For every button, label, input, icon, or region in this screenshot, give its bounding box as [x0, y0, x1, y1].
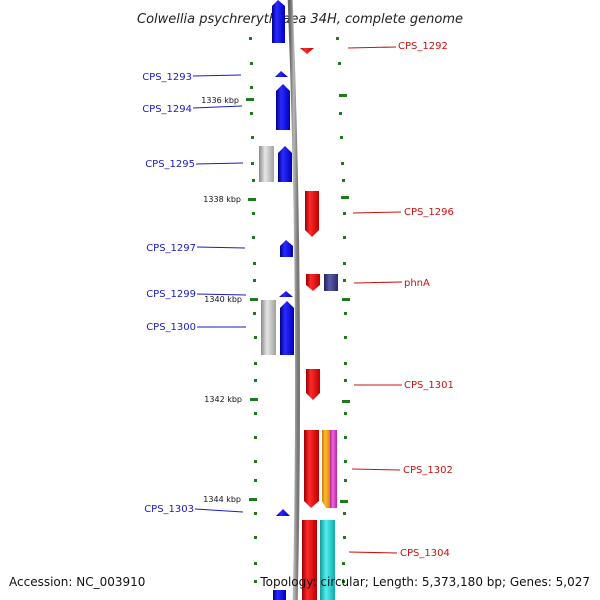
- gene-arrow-CPS_1303[interactable]: [276, 509, 290, 516]
- left-tick-marks: [249, 37, 257, 583]
- gene-arrow-top-forward[interactable]: [272, 0, 285, 43]
- label-CPS_1299[interactable]: CPS_1299: [146, 289, 196, 300]
- accession-text: Accession: NC_003910: [9, 575, 145, 589]
- label-CPS_1293[interactable]: CPS_1293: [142, 72, 192, 83]
- kbp-label-1340: 1340 kbp: [204, 295, 242, 304]
- reverse-strand-genes: [300, 48, 320, 600]
- forward-strand-genes: [272, 0, 294, 600]
- label-CPS_1304[interactable]: CPS_1304: [400, 548, 450, 559]
- label-CPS_1295[interactable]: CPS_1295: [145, 159, 195, 170]
- gene-arrow-CPS_1297[interactable]: [280, 240, 293, 257]
- leader-CPS_1295: [195, 162, 244, 165]
- pseudo-gene-near-CPS_1295[interactable]: [259, 146, 274, 182]
- label-CPS_1300[interactable]: CPS_1300: [146, 322, 196, 333]
- leader-CPS_1296: [352, 211, 402, 214]
- leader-CPS_1304: [348, 551, 398, 554]
- label-CPS_1294[interactable]: CPS_1294: [142, 104, 192, 115]
- label-CPS_1297[interactable]: CPS_1297: [146, 243, 196, 254]
- left-major-ticks: [246, 98, 258, 501]
- gene-arrow-CPS_1300[interactable]: [280, 301, 294, 355]
- feature-cyan[interactable]: [320, 520, 335, 600]
- leader-CPS_1303: [194, 508, 244, 513]
- right-gene-labels: CPS_1292 CPS_1296 phnA CPS_1301 CPS_1302…: [347, 41, 454, 559]
- kbp-label-1344: 1344 kbp: [203, 495, 241, 504]
- leader-phnA: [353, 281, 403, 284]
- label-CPS_1296[interactable]: CPS_1296: [404, 207, 454, 218]
- leader-CPS_1292: [347, 46, 397, 49]
- gene-arrow-CPS_1293[interactable]: [275, 71, 288, 77]
- gene-arrow-CPS_1295[interactable]: [278, 146, 292, 182]
- feature-orange[interactable]: [322, 430, 330, 508]
- kbp-label-1342: 1342 kbp: [204, 395, 242, 404]
- kbp-label-1336: 1336 kbp: [201, 96, 239, 105]
- gene-arrow-phnA[interactable]: [306, 274, 320, 291]
- leader-CPS_1299: [196, 293, 247, 296]
- gene-arrow-bottom-forward[interactable]: [273, 590, 286, 600]
- leader-CPS_1294: [192, 105, 243, 109]
- label-CPS_1301[interactable]: CPS_1301: [404, 380, 454, 391]
- left-gene-labels: CPS_1293 CPS_1294 CPS_1295 CPS_1297 CPS_…: [142, 72, 247, 515]
- feature-magenta[interactable]: [330, 430, 337, 508]
- pseudo-gene-near-CPS_1300[interactable]: [261, 300, 276, 355]
- colored-features: [320, 274, 338, 600]
- leader-CPS_1293: [192, 74, 242, 77]
- kbp-label-1338: 1338 kbp: [203, 195, 241, 204]
- feature-phnA-partner[interactable]: [324, 274, 338, 291]
- gene-arrow-CPS_1299[interactable]: [279, 291, 293, 297]
- label-CPS_1292[interactable]: CPS_1292: [398, 41, 448, 52]
- topology-text: Topology: circular; Length: 5,373,180 bp…: [259, 575, 590, 589]
- right-major-ticks: [339, 94, 350, 503]
- label-phnA[interactable]: phnA: [404, 278, 430, 289]
- leader-CPS_1302: [351, 468, 401, 471]
- label-CPS_1303[interactable]: CPS_1303: [144, 504, 194, 515]
- pseudogenes: [259, 146, 276, 355]
- gene-arrow-CPS_1304[interactable]: [302, 520, 317, 600]
- gene-arrow-CPS_1294[interactable]: [276, 84, 290, 130]
- gene-arrow-CPS_1292[interactable]: [300, 48, 314, 54]
- map-title: Colwellia psychrerythraea 34H, complete …: [137, 12, 463, 27]
- label-CPS_1302[interactable]: CPS_1302: [403, 465, 453, 476]
- gene-arrow-CPS_1301[interactable]: [306, 369, 320, 400]
- leader-CPS_1297: [196, 246, 246, 249]
- right-tick-marks: [336, 37, 347, 583]
- genome-backbone: [287, 0, 301, 600]
- gene-arrow-CPS_1296[interactable]: [305, 191, 319, 237]
- gene-arrow-CPS_1302[interactable]: [304, 430, 319, 508]
